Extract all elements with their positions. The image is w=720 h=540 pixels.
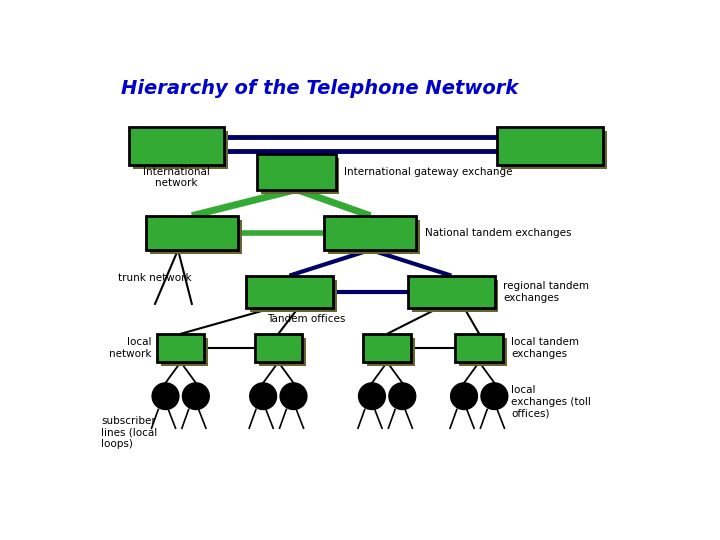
Bar	[328, 220, 420, 254]
Text: National tandem exchanges: National tandem exchanges	[425, 228, 571, 238]
Text: local
exchanges (toll
offices): local exchanges (toll offices)	[511, 385, 591, 418]
Text: Tandem offices: Tandem offices	[267, 314, 346, 325]
Text: International gateway exchange: International gateway exchange	[344, 167, 513, 177]
Bar	[255, 334, 302, 362]
Ellipse shape	[389, 383, 415, 409]
Bar	[145, 216, 238, 250]
Text: Hierarchy of the Telephone Network: Hierarchy of the Telephone Network	[121, 79, 518, 98]
Bar	[129, 127, 224, 165]
Bar	[412, 280, 498, 312]
Bar	[150, 220, 242, 254]
Ellipse shape	[481, 383, 508, 409]
Bar	[324, 216, 416, 250]
Ellipse shape	[451, 383, 477, 409]
Ellipse shape	[359, 383, 385, 409]
Text: trunk network: trunk network	[118, 273, 192, 283]
Ellipse shape	[280, 383, 307, 409]
Bar	[459, 338, 507, 366]
Bar	[501, 131, 607, 168]
Bar	[261, 158, 339, 194]
Bar	[456, 334, 503, 362]
Bar	[408, 275, 495, 308]
Bar	[258, 338, 306, 366]
Text: local tandem
exchanges: local tandem exchanges	[511, 337, 580, 359]
Bar	[157, 334, 204, 362]
Bar	[498, 127, 603, 165]
Bar	[258, 154, 336, 190]
Text: regional tandem
exchanges: regional tandem exchanges	[503, 281, 589, 302]
Bar	[133, 131, 228, 168]
Bar	[246, 275, 333, 308]
Text: local
network: local network	[109, 337, 151, 359]
Bar	[161, 338, 208, 366]
Bar	[364, 334, 411, 362]
Text: International
network: International network	[143, 167, 210, 188]
Ellipse shape	[152, 383, 179, 409]
Bar	[250, 280, 337, 312]
Text: subscriber
lines (local
loops): subscriber lines (local loops)	[101, 416, 158, 449]
Ellipse shape	[182, 383, 210, 409]
Bar	[367, 338, 415, 366]
Ellipse shape	[250, 383, 276, 409]
